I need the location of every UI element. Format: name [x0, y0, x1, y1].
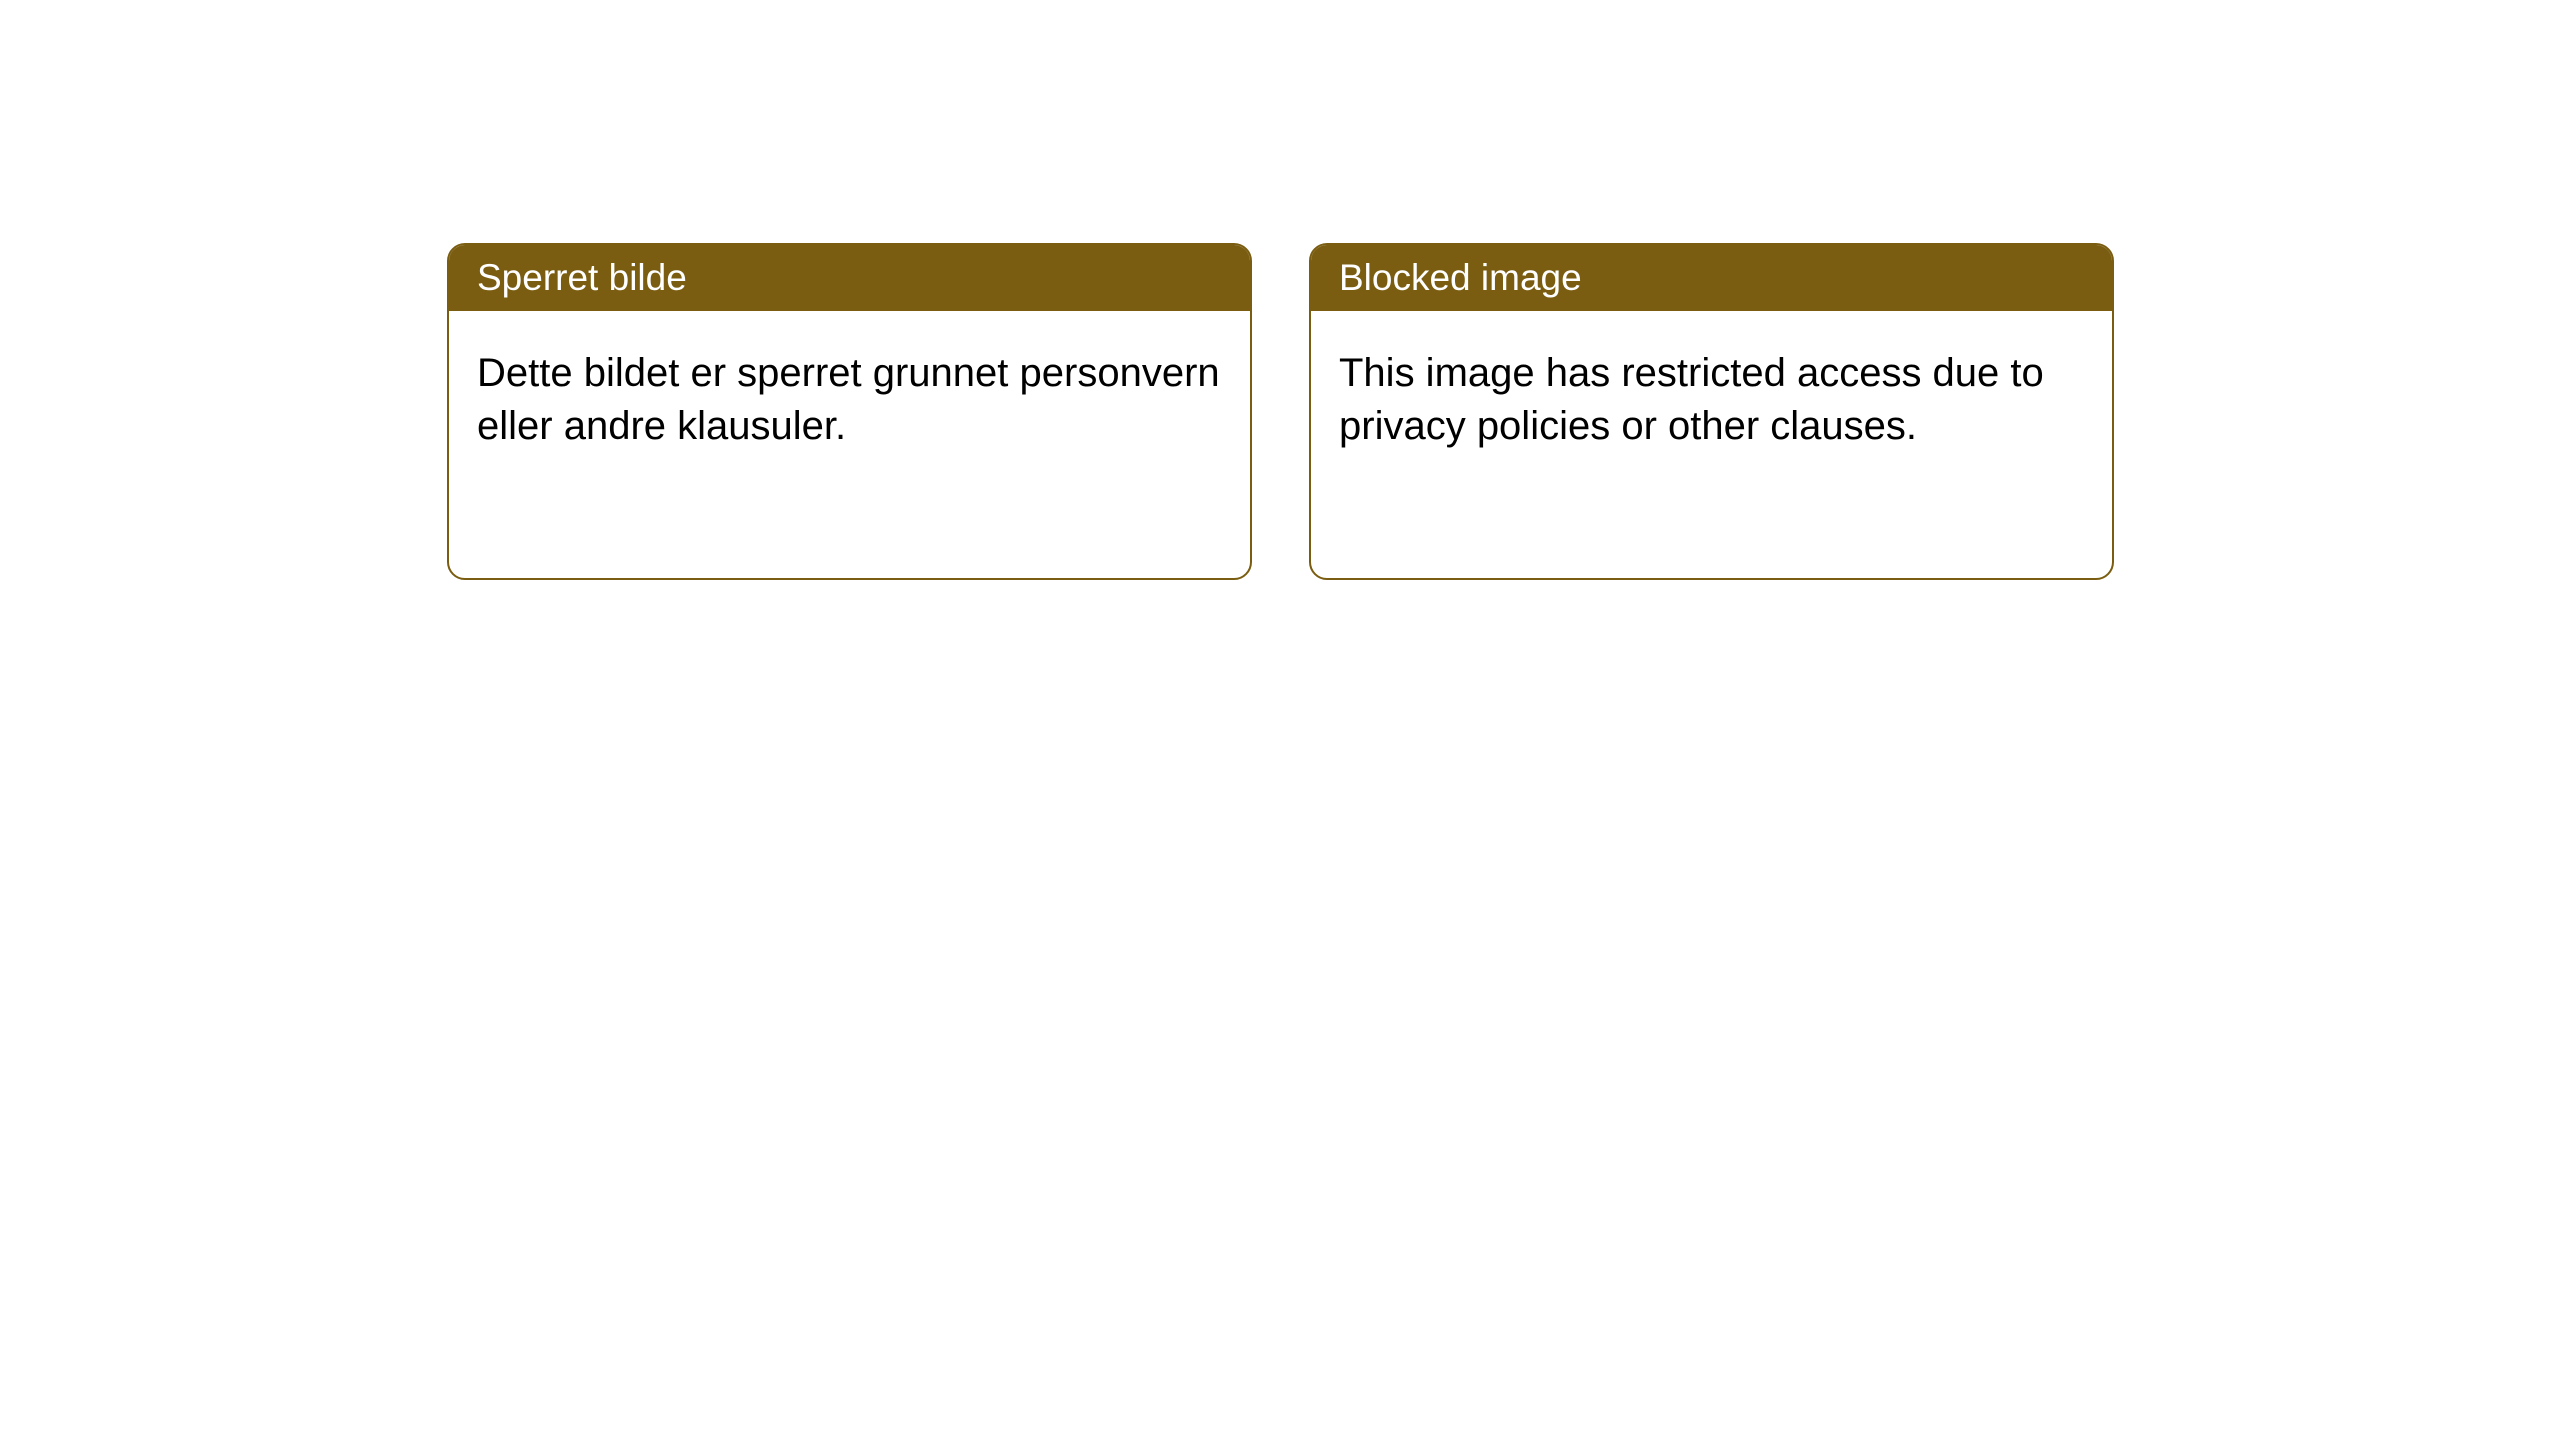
notice-card-english: Blocked image This image has restricted … [1309, 243, 2114, 580]
notice-card-header: Sperret bilde [449, 245, 1250, 311]
notice-header-text: Sperret bilde [477, 257, 687, 298]
notice-container: Sperret bilde Dette bildet er sperret gr… [447, 243, 2114, 580]
notice-card-body: This image has restricted access due to … [1311, 311, 2112, 489]
notice-body-text: Dette bildet er sperret grunnet personve… [477, 351, 1220, 448]
notice-header-text: Blocked image [1339, 257, 1582, 298]
notice-card-body: Dette bildet er sperret grunnet personve… [449, 311, 1250, 489]
notice-card-norwegian: Sperret bilde Dette bildet er sperret gr… [447, 243, 1252, 580]
notice-card-header: Blocked image [1311, 245, 2112, 311]
notice-body-text: This image has restricted access due to … [1339, 351, 2044, 448]
